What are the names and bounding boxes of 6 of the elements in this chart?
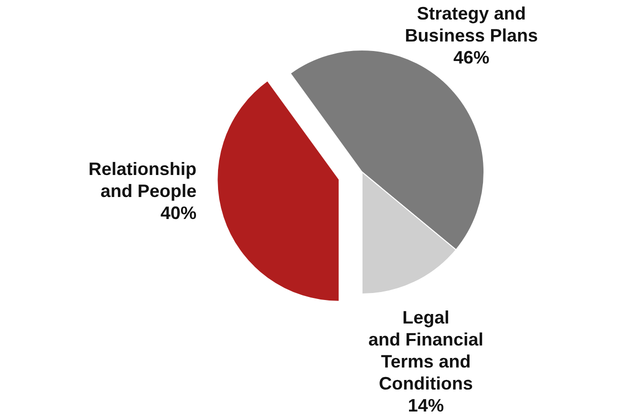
- data-label: 40%: [160, 203, 197, 223]
- slice-label: Legal and Financial Terms and Conditions: [368, 308, 484, 394]
- data-label: 46%: [453, 47, 490, 68]
- slice-label: Strategy and Business Plans: [404, 3, 538, 46]
- data-label: 14%: [408, 396, 444, 416]
- slice-label: Relationship and People: [88, 159, 197, 201]
